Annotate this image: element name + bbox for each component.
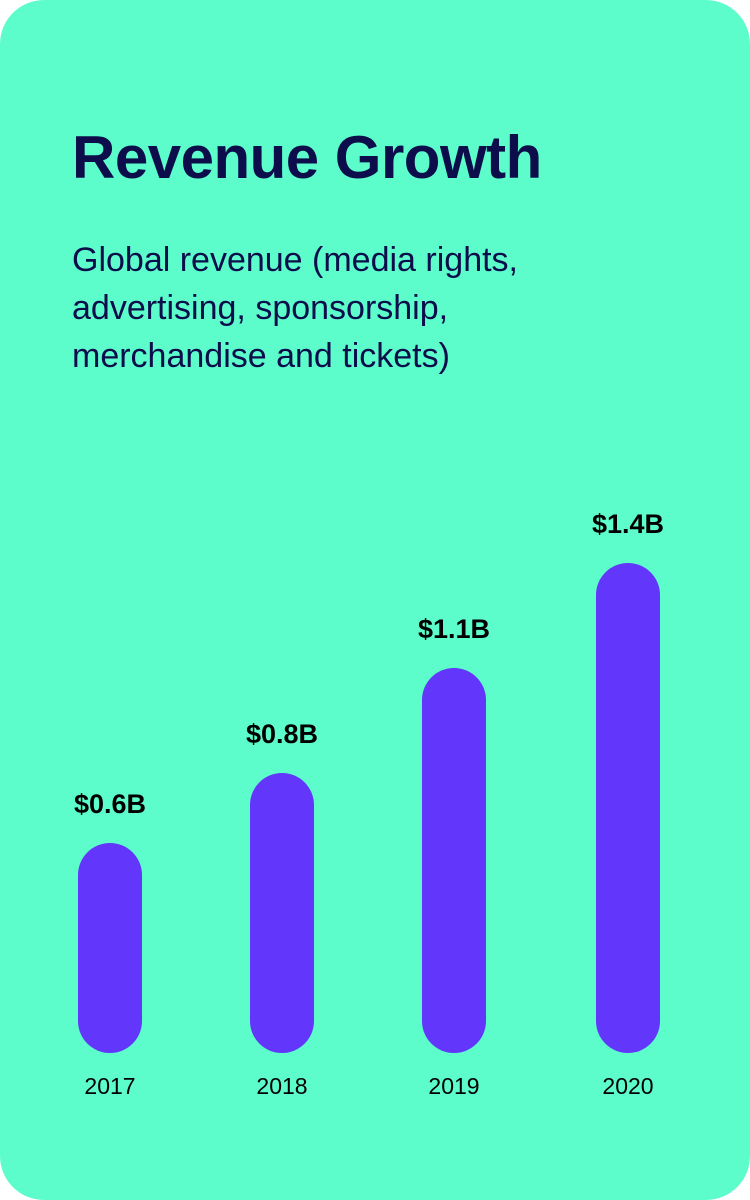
- x-tick-label-2020: 2020: [602, 1073, 653, 1099]
- bar-2020: [596, 563, 660, 1053]
- bar-2018: [250, 773, 314, 1053]
- bar-2017: [78, 843, 142, 1053]
- x-tick-label-2017: 2017: [84, 1073, 135, 1099]
- x-tick-label-2018: 2018: [256, 1073, 307, 1099]
- x-tick-label-2019: 2019: [428, 1073, 479, 1099]
- data-label-2020: $1.4B: [592, 509, 664, 539]
- chart-subtitle: Global revenue (media rights, advertisin…: [72, 241, 519, 375]
- data-label-2019: $1.1B: [418, 614, 490, 644]
- bars-group: [78, 563, 660, 1053]
- tick-labels-group: 2017 2018 2019 2020: [84, 1073, 653, 1099]
- value-labels-group: $0.6B $0.8B $1.1B $1.4B: [74, 509, 664, 819]
- data-label-2017: $0.6B: [74, 789, 146, 819]
- bar-2019: [422, 668, 486, 1053]
- page-title: Revenue Growth: [72, 124, 542, 191]
- data-label-2018: $0.8B: [246, 719, 318, 749]
